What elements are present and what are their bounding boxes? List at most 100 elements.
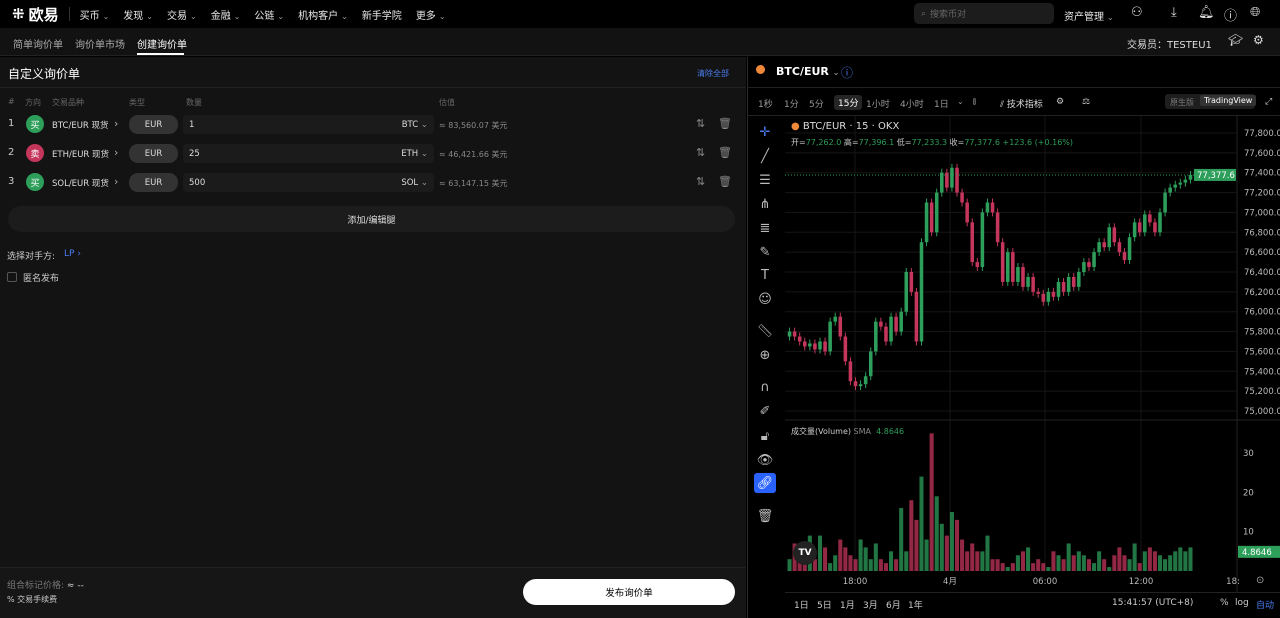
timeframe-0[interactable]: 1秒: [758, 100, 773, 110]
link-icon[interactable]: 🔗︎: [754, 473, 776, 493]
volume-bar: [1112, 555, 1117, 571]
range-3[interactable]: 3月: [863, 601, 878, 611]
fib-retracement-icon[interactable]: ≣: [759, 220, 771, 236]
timeframe-3[interactable]: 15分: [834, 95, 863, 110]
asset-management-menu[interactable]: 资产管理 ⌄: [1064, 12, 1114, 23]
percent-toggle[interactable]: %: [1220, 598, 1229, 608]
volume-bar: [899, 508, 904, 571]
candle-body: [955, 167, 959, 193]
candle-body: [914, 291, 919, 342]
price-chart[interactable]: 77,800.0 77,600.0 77,400.0 77,200.0 77,000.0…: [747, 116, 1280, 592]
chevron-right-icon[interactable]: ›: [114, 146, 119, 159]
nav-finance[interactable]: 金融 ⌄: [210, 10, 241, 22]
chart-settings-icon[interactable]: ⚙: [1056, 97, 1065, 107]
download-icon[interactable]: ⤓: [1171, 5, 1177, 20]
log-toggle[interactable]: log: [1235, 598, 1249, 608]
add-edit-leg-button[interactable]: 添加/编辑腿: [8, 206, 735, 232]
volume-bar: [995, 559, 1000, 571]
candle-body: [858, 384, 863, 387]
pitchfork-icon[interactable]: ⋔: [759, 196, 771, 212]
trend-line-icon[interactable]: ╱: [761, 148, 769, 164]
range-5[interactable]: 1年: [908, 601, 923, 611]
fullscreen-icon[interactable]: ⤢: [1265, 97, 1273, 107]
delete-icon[interactable]: 🗑︎: [718, 146, 732, 159]
nav-more[interactable]: 更多 ⌄: [415, 10, 446, 22]
timeframe-2[interactable]: 5分: [809, 100, 824, 110]
auto-toggle[interactable]: 自动: [1256, 601, 1275, 611]
type-selector[interactable]: EUR: [129, 115, 178, 134]
tradingview-logo[interactable]: TV: [793, 541, 817, 565]
trash-icon[interactable]: 🗑︎: [756, 508, 774, 524]
text-icon[interactable]: T: [761, 267, 769, 283]
quantity-input[interactable]: 1 BTC ⌄: [183, 115, 434, 134]
settings-icon[interactable]: ⚙: [1253, 33, 1264, 47]
volume-bar: [954, 519, 960, 571]
tab-create-rfq[interactable]: 创建询价单: [137, 40, 187, 51]
timeframe-5[interactable]: 4小时: [900, 100, 924, 110]
side-badge[interactable]: 买: [26, 115, 44, 133]
view-native-tab[interactable]: 原生版: [1170, 98, 1194, 107]
swap-icon[interactable]: ⇅: [696, 175, 706, 188]
logo[interactable]: ⁜ 欧易: [12, 5, 59, 24]
tab-rfq-market[interactable]: 询价单市场: [75, 40, 125, 51]
info-icon[interactable]: ⓘ: [841, 66, 854, 80]
chevron-right-icon[interactable]: ›: [114, 175, 119, 188]
nav-buy[interactable]: 买币 ⌄: [79, 10, 110, 22]
ruler-icon[interactable]: 📏︎: [756, 323, 774, 339]
candle-type-icon[interactable]: ⫾: [973, 97, 976, 107]
range-2[interactable]: 1月: [840, 601, 855, 611]
swap-icon[interactable]: ⇅: [696, 117, 706, 130]
clear-all-link[interactable]: 清除全部: [697, 69, 729, 78]
quantity-input[interactable]: 25 ETH ⌄: [183, 144, 434, 163]
timeframe-more-chevron-icon[interactable]: ⌄: [957, 97, 964, 106]
fee-link[interactable]: % 交易手续费: [7, 595, 58, 604]
time-axis-settings-icon[interactable]: ⊙: [1256, 575, 1265, 586]
timeframe-1[interactable]: 1分: [784, 100, 799, 110]
nav-academy[interactable]: 新手学院: [361, 10, 402, 22]
horizontal-lines-icon[interactable]: ☰: [759, 172, 771, 188]
nav-institutional[interactable]: 机构客户 ⌄: [298, 10, 348, 22]
time-tick-label: 4月: [943, 577, 957, 587]
type-selector[interactable]: EUR: [129, 173, 178, 192]
zoom-in-icon[interactable]: ⊕: [759, 347, 771, 363]
lock-icon[interactable]: 🔓︎: [760, 428, 770, 444]
user-icon[interactable]: ⚇: [1131, 5, 1143, 20]
brush-icon[interactable]: ✎: [759, 244, 771, 260]
nav-discover[interactable]: 发现 ⌄: [123, 10, 153, 22]
lock-drawing-icon[interactable]: ✐: [759, 403, 771, 419]
emoji-icon[interactable]: ☺: [758, 291, 772, 307]
quantity-input[interactable]: 500 SOL ⌄: [183, 173, 434, 192]
bell-icon[interactable]: 🔔︎: [1198, 5, 1215, 20]
nav-chain[interactable]: 公链 ⌄: [254, 10, 285, 22]
range-0[interactable]: 1日: [794, 601, 809, 611]
delete-icon[interactable]: 🗑︎: [718, 117, 732, 130]
chevron-right-icon[interactable]: ›: [114, 117, 119, 130]
globe-icon[interactable]: 🌐︎: [1250, 5, 1261, 20]
counterparty-select[interactable]: LP ›: [64, 249, 81, 259]
search-input[interactable]: ⌕ 搜索币对: [914, 3, 1054, 24]
range-1[interactable]: 5日: [817, 601, 832, 611]
pair-selector[interactable]: BTC/EUR ⌄: [776, 65, 840, 78]
help-icon[interactable]: ⓘ: [1224, 9, 1238, 24]
delete-icon[interactable]: 🗑︎: [718, 175, 732, 188]
view-tradingview-tab[interactable]: TradingView: [1200, 95, 1257, 106]
graduation-cap-icon[interactable]: 🎓︎: [1228, 33, 1244, 47]
range-4[interactable]: 6月: [886, 601, 901, 611]
compare-scale-icon[interactable]: ⚖: [1082, 97, 1091, 107]
side-badge[interactable]: 卖: [26, 144, 44, 162]
anonymous-checkbox[interactable]: [7, 272, 17, 282]
type-selector[interactable]: EUR: [129, 144, 178, 163]
crosshair-icon[interactable]: ✛: [759, 124, 771, 140]
swap-icon[interactable]: ⇅: [696, 146, 706, 159]
side-badge[interactable]: 买: [26, 173, 44, 191]
indicators-button[interactable]: ⫽ 技术指标: [1000, 100, 1043, 110]
timeframe-6[interactable]: 1日: [934, 100, 949, 110]
submit-rfq-button[interactable]: 发布询价单: [523, 579, 735, 605]
eye-icon[interactable]: 👁︎: [756, 452, 774, 468]
volume-bar: [949, 512, 954, 571]
magnet-icon[interactable]: ∩: [760, 379, 770, 395]
candle-body: [1092, 252, 1096, 268]
timeframe-4[interactable]: 1小时: [866, 100, 890, 110]
nav-trade[interactable]: 交易 ⌄: [167, 10, 197, 22]
tab-simple-rfq[interactable]: 简单询价单: [13, 40, 63, 51]
